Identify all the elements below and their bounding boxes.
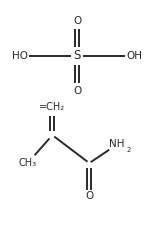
Text: O: O bbox=[85, 191, 93, 201]
Text: HO: HO bbox=[12, 51, 28, 61]
Text: O: O bbox=[73, 16, 81, 26]
Text: =CH₂: =CH₂ bbox=[39, 102, 65, 112]
Text: NH: NH bbox=[109, 140, 125, 149]
Text: CH₃: CH₃ bbox=[19, 158, 37, 168]
Text: S: S bbox=[73, 49, 81, 62]
Text: O: O bbox=[73, 86, 81, 96]
Text: OH: OH bbox=[126, 51, 142, 61]
Text: 2: 2 bbox=[126, 147, 131, 153]
